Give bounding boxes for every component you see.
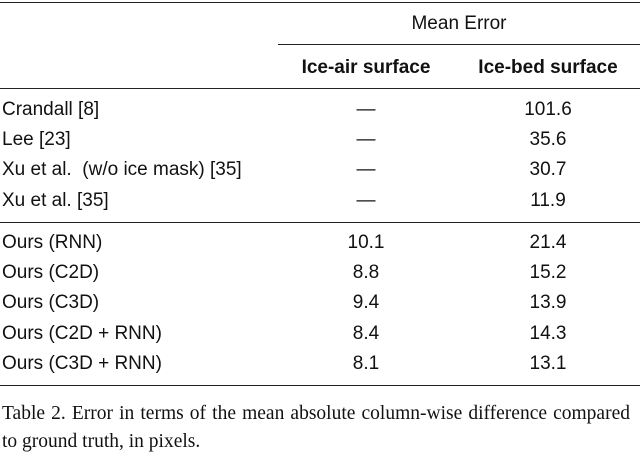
caption: Table 2. Error in terms of the mean abso… <box>2 403 630 452</box>
cell: 8.4 <box>352 322 380 344</box>
row-label: Ours (C3D + RNN) <box>2 352 162 374</box>
column-header: Ice-air surface <box>301 57 431 78</box>
row-label: Lee [23] <box>2 129 71 151</box>
cell: 9.4 <box>352 292 380 314</box>
cell: — <box>356 129 376 151</box>
row-label: Ours (C3D) <box>2 292 100 314</box>
row-label: Ours (C2D + RNN) <box>2 322 162 344</box>
top-rule <box>0 2 640 3</box>
cell: — <box>356 189 376 211</box>
cell: 14.3 <box>529 322 567 344</box>
row-label: Xu et al. [35] <box>2 189 109 211</box>
row-label: Ours (RNN) <box>2 232 103 253</box>
cell: 10.1 <box>347 232 385 253</box>
group-header: Mean Error <box>411 13 507 34</box>
column-header: Ice-bed surface <box>478 57 618 78</box>
cell: 30.7 <box>529 159 567 181</box>
bottom-rule <box>0 385 640 386</box>
cell: 8.1 <box>352 352 380 374</box>
cell: — <box>356 159 376 181</box>
cell: 8.8 <box>352 262 380 284</box>
cell: 101.6 <box>524 99 572 120</box>
header-rule <box>0 88 640 89</box>
section-rule <box>0 222 640 223</box>
group-rule <box>278 44 640 45</box>
row-label: Ours (C2D) <box>2 262 100 284</box>
cell: — <box>356 99 376 120</box>
row-label: Crandall [8] <box>2 99 100 120</box>
cell: 11.9 <box>530 189 566 211</box>
cell: 15.2 <box>529 262 567 284</box>
cell: 13.1 <box>529 352 567 374</box>
cell: 35.6 <box>529 129 567 151</box>
cell: 13.9 <box>529 292 567 314</box>
cell: 21.4 <box>529 232 567 253</box>
row-label: Xu et al. (w/o ice mask) [35] <box>2 159 242 181</box>
